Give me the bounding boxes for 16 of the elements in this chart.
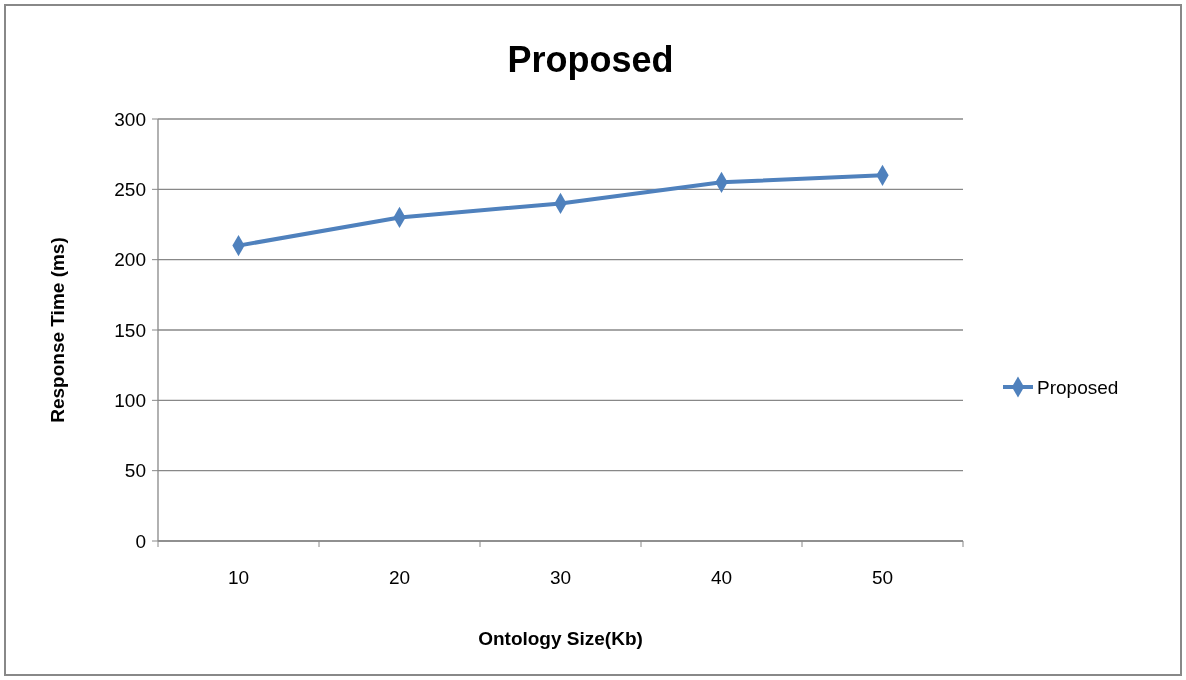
- x-tick-label: 10: [227, 567, 250, 588]
- y-tick-label: 300: [114, 108, 146, 130]
- y-tick-label: 100: [114, 389, 146, 411]
- x-tick-label: 40: [710, 567, 733, 588]
- x-tick-label: 20: [388, 567, 411, 588]
- y-tick-label: 250: [114, 178, 146, 200]
- y-tick-label: 0: [135, 530, 146, 552]
- y-axis-title: Response Time (ms): [47, 237, 68, 423]
- x-tick-label: 50: [871, 567, 894, 588]
- legend-label: Proposed: [1037, 376, 1119, 398]
- y-tick-label: 50: [124, 460, 146, 482]
- y-tick-label: 150: [114, 319, 146, 341]
- x-tick-label: 30: [549, 567, 572, 588]
- chart-title: Proposed: [507, 39, 674, 80]
- y-tick-label: 200: [114, 249, 146, 271]
- x-axis-title: Ontology Size(Kb): [478, 628, 643, 649]
